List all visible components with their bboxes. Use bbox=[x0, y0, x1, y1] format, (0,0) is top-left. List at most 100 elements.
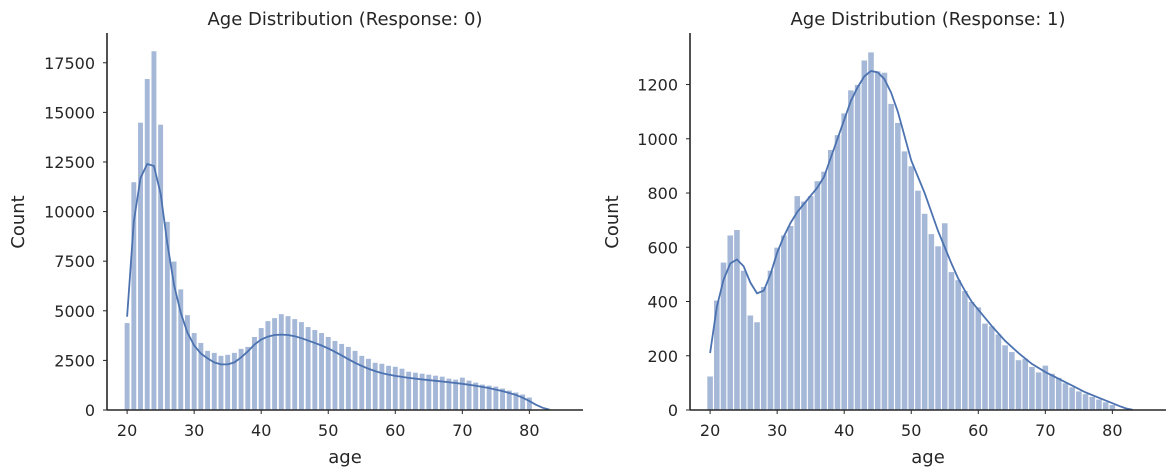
x-tick-label: 30 bbox=[767, 421, 787, 440]
kde-line bbox=[126, 162, 550, 411]
histogram-bar bbox=[961, 290, 969, 411]
histogram-bar bbox=[820, 170, 828, 411]
histogram-bar bbox=[459, 376, 466, 411]
histogram-bar bbox=[358, 355, 366, 411]
histogram-bar bbox=[143, 78, 151, 411]
chart-title: Age Distribution (Response: 1) bbox=[790, 9, 1065, 30]
x-axis-label: age bbox=[911, 447, 945, 468]
histogram-bar bbox=[907, 165, 915, 411]
y-tick-label: 600 bbox=[647, 238, 678, 257]
histogram-bar bbox=[244, 346, 252, 411]
histogram-bar bbox=[746, 314, 754, 411]
histogram-bar bbox=[1048, 372, 1056, 411]
y-tick-label: 1200 bbox=[637, 76, 678, 95]
y-tick-label: 800 bbox=[647, 184, 678, 203]
histogram-bar bbox=[860, 59, 868, 411]
x-tick-label: 50 bbox=[318, 421, 338, 440]
histogram-bar bbox=[921, 212, 929, 411]
histogram-bar bbox=[385, 364, 392, 411]
y-axis-label: Count bbox=[602, 195, 623, 248]
histogram-bar bbox=[854, 84, 862, 411]
histogram-bar bbox=[1001, 344, 1009, 411]
histogram-bar bbox=[157, 123, 164, 411]
y-tick-label: 7500 bbox=[54, 252, 95, 271]
y-tick-label: 5000 bbox=[54, 302, 95, 321]
histogram-bar bbox=[880, 71, 889, 411]
histogram-bar bbox=[365, 358, 372, 411]
histogram-bar bbox=[914, 189, 922, 411]
histogram-bar bbox=[284, 315, 292, 411]
histogram-bar bbox=[164, 221, 171, 411]
histogram-bar bbox=[773, 246, 781, 411]
y-axis-label: Count bbox=[8, 195, 29, 248]
x-tick-label: 70 bbox=[452, 421, 472, 440]
x-tick-label: 80 bbox=[519, 421, 539, 440]
histogram-bar bbox=[1075, 390, 1083, 411]
chart-panel-response-0: Age Distribution (Response: 0) age Count… bbox=[8, 9, 583, 468]
histogram-bars bbox=[706, 51, 1116, 411]
histogram-bar bbox=[800, 200, 808, 411]
histogram-bar bbox=[150, 50, 158, 411]
x-tick-label: 60 bbox=[385, 421, 405, 440]
histogram-bar bbox=[526, 396, 533, 411]
y-tick-label: 2500 bbox=[54, 351, 95, 370]
histogram-bar bbox=[345, 346, 352, 411]
histogram-bar bbox=[706, 375, 714, 411]
x-tick-label: 20 bbox=[117, 421, 137, 440]
x-tick-label: 70 bbox=[1035, 421, 1055, 440]
histogram-bar bbox=[1055, 377, 1063, 411]
y-tick-label: 0 bbox=[668, 401, 678, 420]
y-tick-label: 0 bbox=[85, 401, 95, 420]
histogram-bar bbox=[278, 313, 285, 411]
histogram-bar bbox=[813, 180, 821, 411]
histogram-bar bbox=[1108, 404, 1116, 411]
histogram-bar bbox=[1088, 396, 1096, 411]
histogram-bar bbox=[847, 89, 855, 411]
histogram-bar bbox=[271, 317, 278, 411]
histogram-bar bbox=[1081, 393, 1090, 411]
histogram-bar bbox=[900, 150, 909, 411]
y-tick-label: 200 bbox=[647, 347, 678, 366]
histogram-bar bbox=[719, 261, 728, 411]
y-tick-label: 1000 bbox=[637, 130, 678, 149]
chart-panel-response-1: Age Distribution (Response: 1) age Count… bbox=[602, 9, 1166, 468]
kde-line bbox=[709, 70, 1133, 411]
y-tick-label: 15000 bbox=[44, 103, 95, 122]
histogram-bar bbox=[840, 112, 848, 411]
histogram-bar bbox=[1035, 371, 1043, 411]
y-tick-label: 17500 bbox=[44, 54, 95, 73]
y-tick-label: 12500 bbox=[44, 153, 95, 172]
histogram-bar bbox=[766, 269, 775, 411]
x-tick-label: 80 bbox=[1102, 421, 1122, 440]
histogram-bar bbox=[1102, 401, 1110, 411]
histogram-bar bbox=[1061, 382, 1070, 411]
histogram-bar bbox=[123, 322, 131, 411]
histogram-bar bbox=[1028, 366, 1036, 411]
y-tick-label: 10000 bbox=[44, 203, 95, 222]
histogram-bar bbox=[894, 122, 902, 411]
x-tick-label: 60 bbox=[968, 421, 988, 440]
histogram-bar bbox=[954, 279, 962, 411]
histogram-bar bbox=[1008, 351, 1016, 411]
x-axis-label: age bbox=[328, 447, 362, 468]
x-tick-label: 40 bbox=[834, 421, 854, 440]
histogram-bar bbox=[874, 70, 882, 411]
histogram-bar bbox=[1068, 386, 1076, 411]
histogram-bar bbox=[760, 286, 768, 411]
x-tick-label: 40 bbox=[251, 421, 271, 440]
histogram-bar bbox=[780, 234, 788, 411]
histogram-bar bbox=[378, 362, 386, 411]
histogram-bar bbox=[137, 121, 144, 411]
x-tick-label: 20 bbox=[700, 421, 720, 440]
histogram-bar bbox=[994, 333, 1002, 411]
chart-title: Age Distribution (Response: 0) bbox=[207, 9, 482, 30]
histogram-bar bbox=[291, 318, 298, 411]
histogram-bar bbox=[867, 51, 875, 411]
histogram-bar bbox=[967, 301, 976, 411]
histogram-bar bbox=[740, 269, 748, 411]
histogram-bar bbox=[753, 321, 761, 411]
histogram-bar bbox=[264, 320, 272, 411]
histogram-bar bbox=[733, 229, 741, 411]
histogram-bar bbox=[351, 350, 359, 411]
